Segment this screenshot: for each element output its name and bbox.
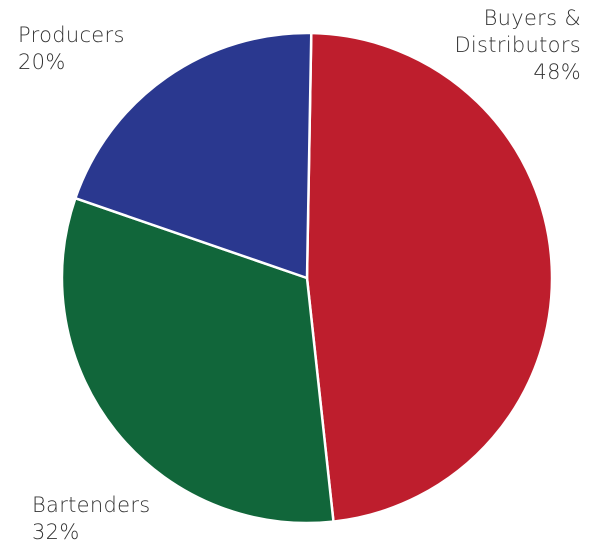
slice-label-bartenders: Bartenders 32% <box>32 492 151 546</box>
slice-percent-buyers-distributors: 48% <box>533 60 581 84</box>
slice-label-producers: Producers 20% <box>18 22 125 76</box>
slice-label-buyers-line-2: Distributors <box>454 33 581 57</box>
slice-label-buyers-distributors: Buyers & Distributors 48% <box>454 5 581 86</box>
pie-slice-bartenders <box>60 196 335 525</box>
slice-percent-bartenders: 32% <box>32 520 80 544</box>
slice-label-bartenders-name: Bartenders <box>32 493 151 517</box>
pie-slice-producers <box>74 31 313 280</box>
slice-label-buyers-line-1: Buyers & <box>483 6 581 30</box>
pie-slice-buyers-distributors <box>305 31 554 523</box>
slice-label-producers-name: Producers <box>18 23 125 47</box>
slice-percent-producers: 20% <box>18 50 66 74</box>
